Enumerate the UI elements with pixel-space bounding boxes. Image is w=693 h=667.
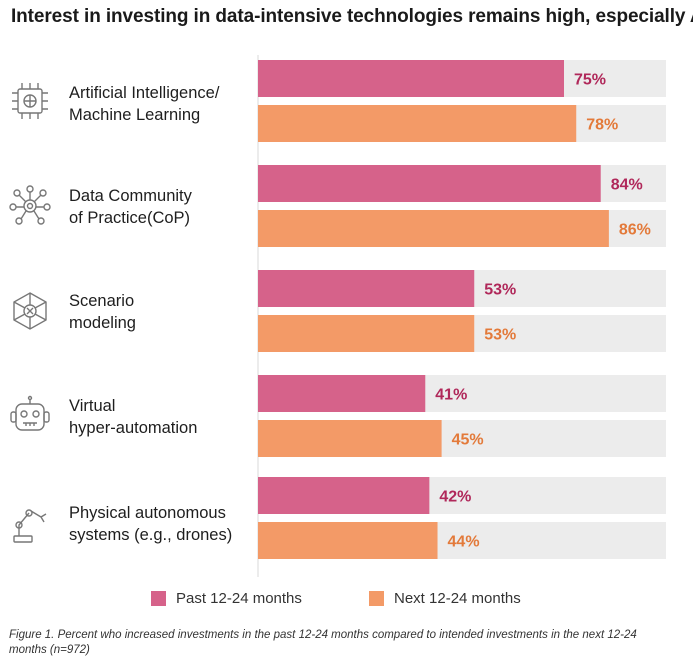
legend-swatch-past: [151, 591, 166, 606]
category-label: Artificial Intelligence/Machine Learning: [69, 82, 219, 126]
category-label-line: Physical autonomous: [69, 504, 226, 522]
data-label: 53%: [484, 327, 516, 344]
category-label-line: systems (e.g., drones): [69, 526, 233, 544]
legend-label-next: Next 12-24 months: [394, 590, 521, 607]
category-label-line: Data Community: [69, 187, 192, 205]
figure-caption: Figure 1. Percent who increased investme…: [9, 629, 637, 656]
bar: [258, 315, 475, 352]
data-label: 78%: [586, 117, 618, 134]
circuit-chip-icon: [9, 80, 51, 122]
data-label: 42%: [439, 489, 471, 506]
category-label-line: modeling: [69, 314, 136, 332]
category-label: Scenario modeling: [69, 290, 136, 334]
category-label-line: Machine Learning: [69, 106, 201, 124]
category-label-line: hyper-automation: [69, 419, 198, 437]
chart-title: Interest in investing in data-intensive …: [11, 6, 693, 27]
category-label: Data Community of Practice(CoP): [69, 185, 192, 229]
bar: [258, 270, 475, 307]
legend-swatch-next: [369, 591, 384, 606]
bar: [258, 477, 430, 514]
data-label: 45%: [452, 432, 484, 449]
bar: [258, 165, 601, 202]
legend-label-past: Past 12-24 months: [176, 590, 302, 607]
bar: [258, 522, 438, 559]
network-nodes-icon: [9, 185, 51, 227]
robotic-arm-icon: [9, 503, 51, 545]
category-label: Virtual hyper-automation: [69, 395, 197, 439]
bar: [258, 420, 442, 457]
data-label: 41%: [435, 387, 467, 404]
data-label: 44%: [448, 534, 480, 551]
data-label: 84%: [611, 177, 643, 194]
bar: [258, 105, 577, 142]
bar: [258, 375, 426, 412]
legend-item-past: Past 12-24 months: [151, 590, 302, 607]
category-label-line: Scenario: [69, 292, 135, 310]
category-label-line: Artificial Intelligence/: [69, 84, 220, 102]
bar: [258, 60, 564, 97]
bar-chart: 75% 78% 84% 86% 53% 53% 41% 45% 42% 44%: [257, 55, 666, 577]
hexagon-network-icon: [9, 290, 51, 332]
category-label: Physical autonomous systems (e.g., drones…: [69, 502, 232, 546]
robot-face-icon: [9, 395, 51, 437]
data-label: 75%: [574, 72, 606, 89]
category-label-line: Virtual: [69, 397, 116, 415]
legend-item-next: Next 12-24 months: [369, 590, 521, 607]
data-label: 53%: [484, 282, 516, 299]
data-label: 86%: [619, 222, 651, 239]
category-label-line: of Practice(CoP): [69, 209, 191, 227]
bar: [258, 210, 609, 247]
